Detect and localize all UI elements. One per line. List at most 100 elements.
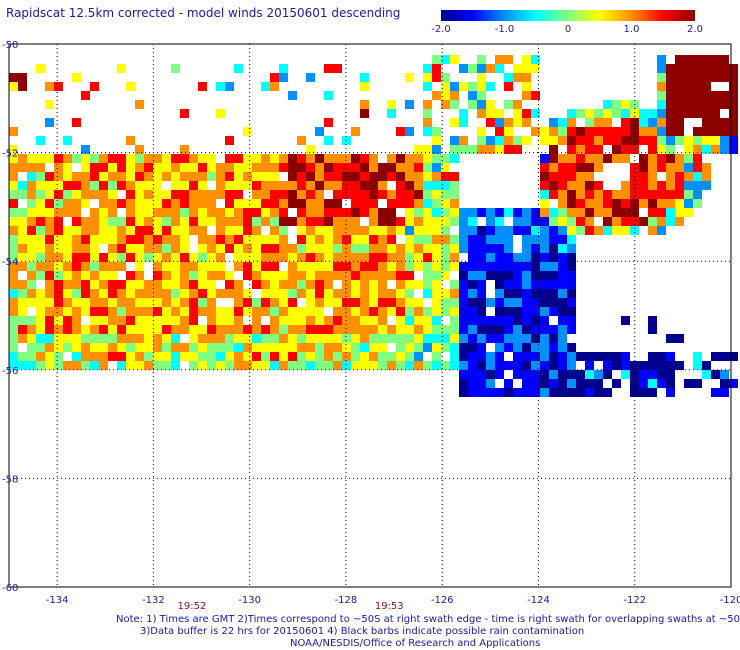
wind-difference-cell: [99, 325, 108, 334]
wind-difference-cell: [513, 316, 522, 325]
wind-difference-cell: [621, 361, 630, 370]
wind-difference-cell: [279, 181, 288, 190]
wind-difference-cell: [612, 100, 621, 109]
wind-difference-cell: [45, 289, 54, 298]
wind-difference-cell: [63, 343, 72, 352]
wind-difference-cell: [27, 334, 36, 343]
longitude-tick-label: -128: [335, 595, 358, 606]
wind-difference-cell: [306, 226, 315, 235]
wind-difference-cell: [486, 217, 495, 226]
wind-difference-cell: [171, 244, 180, 253]
wind-difference-cell: [396, 217, 405, 226]
wind-difference-cell: [360, 199, 369, 208]
wind-difference-cell: [297, 289, 306, 298]
wind-difference-cell: [459, 361, 468, 370]
wind-difference-cell: [81, 190, 90, 199]
wind-difference-cell: [567, 370, 576, 379]
wind-difference-cell: [513, 361, 522, 370]
wind-difference-cell: [351, 334, 360, 343]
wind-difference-cell: [261, 199, 270, 208]
wind-difference-cell: [414, 208, 423, 217]
wind-difference-cell: [504, 262, 513, 271]
wind-difference-cell: [270, 271, 279, 280]
wind-difference-cell: [135, 271, 144, 280]
wind-difference-cell: [243, 253, 252, 262]
wind-difference-cell: [450, 82, 459, 91]
wind-difference-cell: [639, 199, 648, 208]
wind-difference-cell: [450, 307, 459, 316]
wind-difference-cell: [603, 370, 612, 379]
wind-difference-cell: [378, 325, 387, 334]
wind-difference-cell: [45, 235, 54, 244]
wind-difference-cell: [630, 226, 639, 235]
wind-difference-cell: [171, 190, 180, 199]
wind-difference-cell: [720, 379, 729, 388]
wind-difference-cell: [657, 109, 666, 118]
wind-difference-cell: [549, 361, 558, 370]
wind-difference-cell: [405, 343, 414, 352]
wind-difference-cell: [360, 262, 369, 271]
wind-difference-cell: [459, 343, 468, 352]
wind-difference-cell: [342, 208, 351, 217]
wind-difference-cell: [522, 325, 531, 334]
wind-difference-cell: [450, 343, 459, 352]
wind-difference-cell: [585, 352, 594, 361]
wind-difference-cell: [288, 352, 297, 361]
colorbar-tick-label: 2.0: [687, 24, 703, 35]
wind-difference-cell: [297, 271, 306, 280]
wind-difference-cell: [540, 316, 549, 325]
wind-difference-cell: [621, 316, 630, 325]
wind-difference-cell: [378, 307, 387, 316]
wind-difference-cell: [522, 271, 531, 280]
wind-difference-cell: [234, 298, 243, 307]
wind-difference-cell: [657, 163, 666, 172]
wind-difference-cell: [495, 262, 504, 271]
wind-difference-cell: [18, 289, 27, 298]
wind-difference-cell: [234, 262, 243, 271]
wind-difference-cell: [702, 91, 711, 100]
wind-difference-cell: [90, 235, 99, 244]
wind-difference-cell: [513, 289, 522, 298]
wind-difference-cell: [369, 190, 378, 199]
wind-difference-cell: [171, 217, 180, 226]
wind-difference-cell: [225, 226, 234, 235]
wind-difference-cell: [198, 154, 207, 163]
wind-difference-cell: [459, 109, 468, 118]
wind-difference-cell: [441, 217, 450, 226]
wind-difference-cell: [693, 199, 702, 208]
wind-difference-cell: [711, 370, 720, 379]
wind-difference-cell: [477, 343, 486, 352]
wind-difference-cell: [63, 136, 72, 145]
wind-difference-cell: [549, 352, 558, 361]
wind-difference-cell: [180, 307, 189, 316]
wind-difference-cell: [234, 289, 243, 298]
wind-difference-cell: [306, 181, 315, 190]
wind-difference-cell: [459, 271, 468, 280]
wind-difference-cell: [108, 172, 117, 181]
colorbar-tick-label: -1.0: [495, 24, 515, 35]
wind-difference-cell: [189, 361, 198, 370]
wind-difference-cell: [441, 253, 450, 262]
wind-difference-cell: [9, 172, 18, 181]
wind-difference-cell: [315, 235, 324, 244]
wind-difference-cell: [558, 163, 567, 172]
wind-difference-cell: [675, 361, 684, 370]
wind-difference-cell: [171, 298, 180, 307]
wind-difference-cell: [387, 172, 396, 181]
wind-difference-cell: [378, 280, 387, 289]
wind-difference-cell: [576, 199, 585, 208]
wind-difference-cell: [423, 316, 432, 325]
wind-difference-cell: [342, 235, 351, 244]
wind-difference-cell: [540, 334, 549, 343]
wind-difference-cell: [162, 316, 171, 325]
wind-difference-cell: [486, 334, 495, 343]
wind-difference-cell: [225, 208, 234, 217]
wind-difference-cell: [531, 289, 540, 298]
wind-difference-cell: [441, 190, 450, 199]
wind-difference-cell: [558, 379, 567, 388]
wind-difference-cell: [558, 127, 567, 136]
wind-difference-cell: [306, 352, 315, 361]
wind-difference-cell: [567, 325, 576, 334]
wind-difference-cell: [54, 154, 63, 163]
wind-difference-cell: [468, 145, 477, 154]
